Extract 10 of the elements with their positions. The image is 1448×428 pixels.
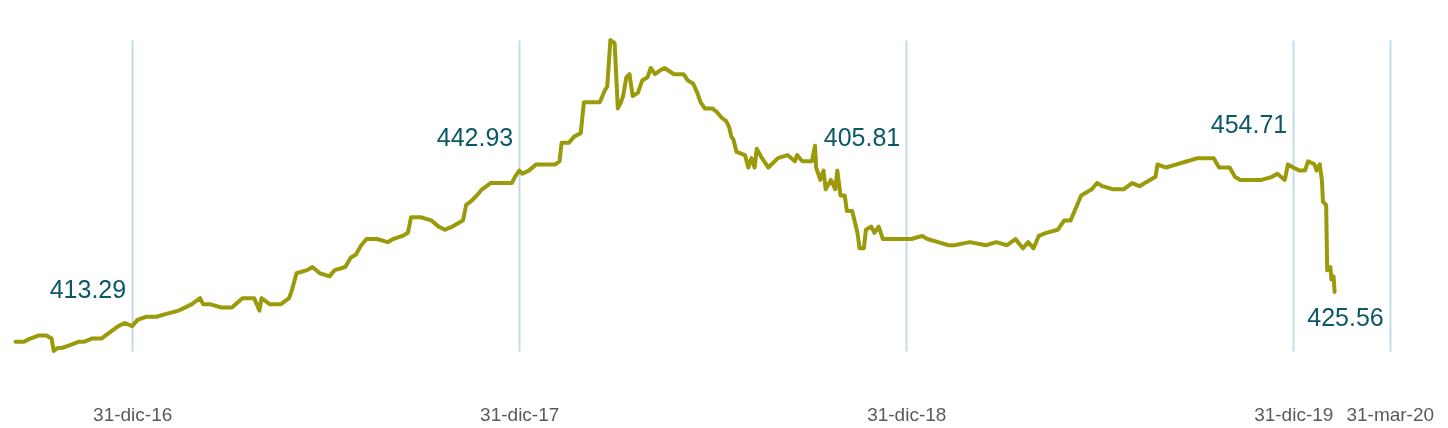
- x-tick-label: 31-dic-16: [93, 403, 173, 425]
- annotation: 442.93: [436, 122, 514, 151]
- annotation: 405.81: [823, 122, 901, 151]
- annotation: 425.56: [1307, 302, 1384, 331]
- x-tick-label: 31-dic-19: [1254, 403, 1334, 425]
- annotation: 413.29: [49, 275, 127, 304]
- x-tick-label: 31-dic-17: [480, 403, 560, 425]
- annotation: 454.71: [1210, 110, 1288, 139]
- x-tick-label: 31-dic-18: [867, 403, 947, 425]
- x-tick-label: 31-mar-20: [1346, 403, 1435, 425]
